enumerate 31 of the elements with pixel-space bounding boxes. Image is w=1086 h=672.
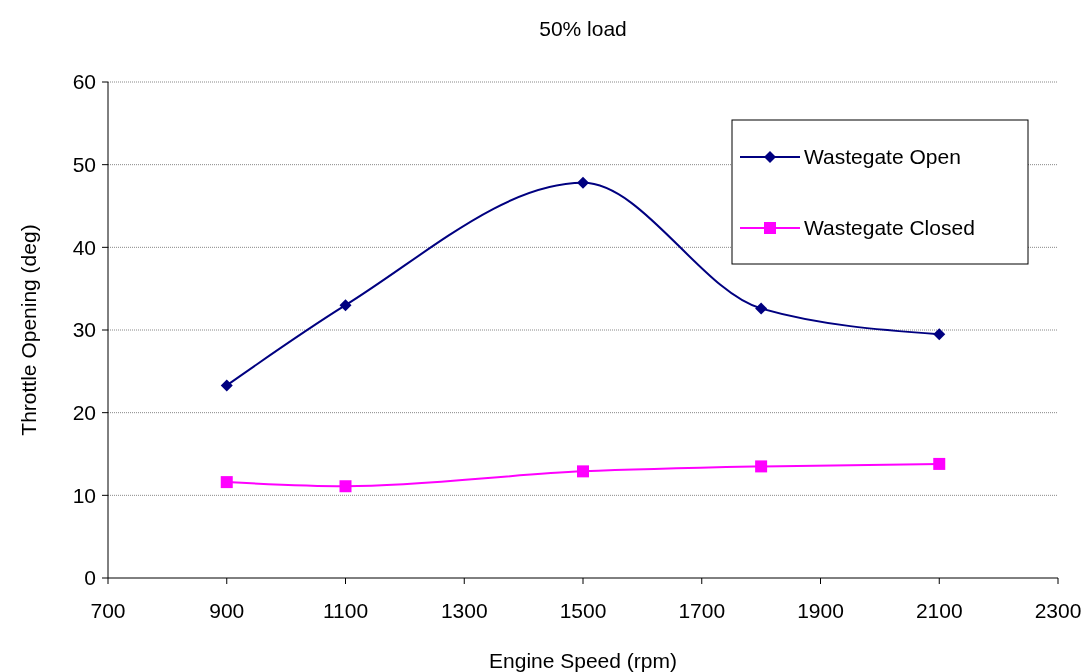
y-tick-label: 20: [72, 401, 96, 425]
point: [339, 480, 352, 493]
point: [933, 328, 946, 341]
x-tick-label: 700: [90, 599, 126, 622]
point: [577, 176, 589, 189]
x-tick-label: 900: [209, 599, 245, 622]
x-axis-title: Engine Speed (rpm): [489, 649, 677, 672]
point: [339, 299, 352, 312]
y-tick-label: 30: [72, 318, 96, 342]
point: [220, 379, 233, 392]
y-axis-title: Throttle Opening (deg): [17, 224, 40, 436]
x-tick-label: 2100: [915, 599, 963, 622]
y-tick-label: 40: [72, 235, 96, 259]
legend-label: Wastegate Open: [804, 145, 961, 169]
x-tick-label: 1500: [559, 599, 607, 622]
y-tick-label: 10: [72, 483, 96, 507]
x-tick-label: 1300: [440, 599, 488, 622]
x-tick-label: 1100: [322, 599, 369, 622]
legend-label: Wastegate Closed: [804, 216, 975, 240]
point: [755, 460, 768, 473]
point: [577, 465, 589, 478]
chart-title: 50% load: [539, 17, 627, 40]
x-tick-label: 1900: [797, 599, 844, 622]
y-tick-label: 60: [72, 70, 96, 94]
y-tick-label: 0: [84, 566, 96, 590]
point: [933, 457, 946, 470]
x-tick-label: 1700: [678, 599, 726, 622]
y-tick-label: 50: [72, 153, 96, 177]
point: [220, 476, 233, 489]
x-tick-label: 2300: [1034, 599, 1082, 622]
point: [755, 302, 768, 315]
